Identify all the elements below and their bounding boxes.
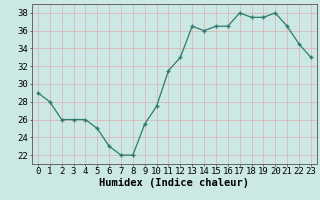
X-axis label: Humidex (Indice chaleur): Humidex (Indice chaleur) (100, 178, 249, 188)
